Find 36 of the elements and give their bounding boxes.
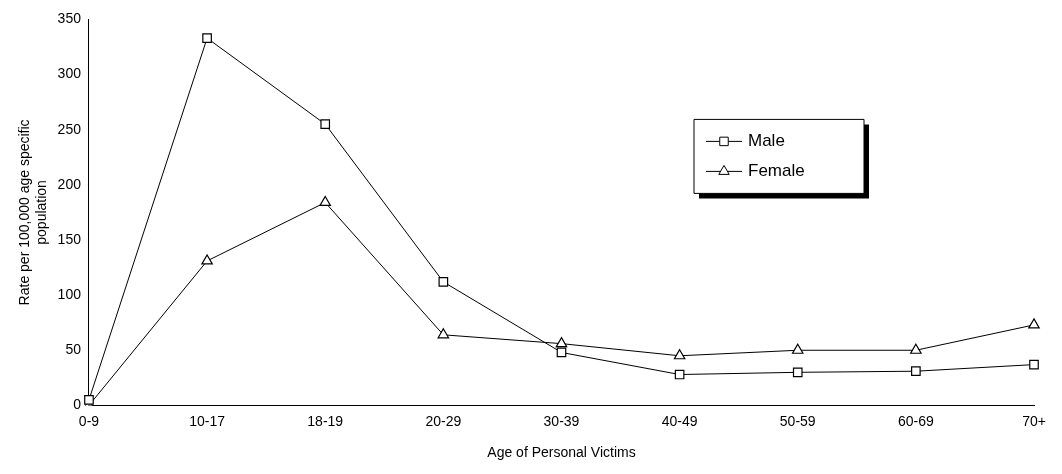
point	[555, 337, 568, 348]
x-tick-label: 10-17	[189, 412, 226, 429]
x-tick-label: 20-29	[425, 412, 462, 429]
y-tick-label: 0	[73, 396, 82, 413]
point	[911, 366, 921, 377]
x-tick-label: 40-49	[661, 412, 698, 429]
x-tick-label: 0-9	[78, 412, 100, 429]
y-tick-label: 250	[57, 120, 82, 137]
y-axis-title: Rate per 100,000 age specific population	[16, 119, 50, 306]
y-tick-label: 200	[57, 175, 82, 192]
x-tick-label: 18-19	[307, 412, 344, 429]
x-axis-title: Age of Personal Victims	[487, 444, 636, 461]
x-tick-label: 70+	[1022, 412, 1046, 429]
point	[791, 343, 804, 354]
y-tick-label: 150	[57, 230, 82, 247]
point	[673, 349, 686, 360]
point	[320, 119, 331, 130]
point	[910, 343, 922, 354]
x-tick-label: 60-69	[897, 412, 934, 429]
x-tick-label: 50-59	[779, 412, 816, 429]
point	[202, 33, 212, 43]
y-tick-label: 100	[57, 285, 82, 302]
point	[437, 328, 450, 339]
y-tick-label: 350	[57, 10, 82, 27]
point	[1028, 318, 1040, 329]
legend-label: Male	[748, 131, 785, 151]
point	[438, 277, 449, 287]
point	[792, 367, 803, 378]
point	[201, 254, 213, 265]
y-tick-label: 300	[57, 65, 82, 82]
x-tick-label: 30-39	[543, 412, 580, 429]
point	[674, 369, 685, 380]
y-tick-label: 50	[65, 341, 82, 358]
point	[319, 195, 332, 207]
point	[1029, 359, 1039, 370]
legend-label: Female	[748, 161, 805, 181]
